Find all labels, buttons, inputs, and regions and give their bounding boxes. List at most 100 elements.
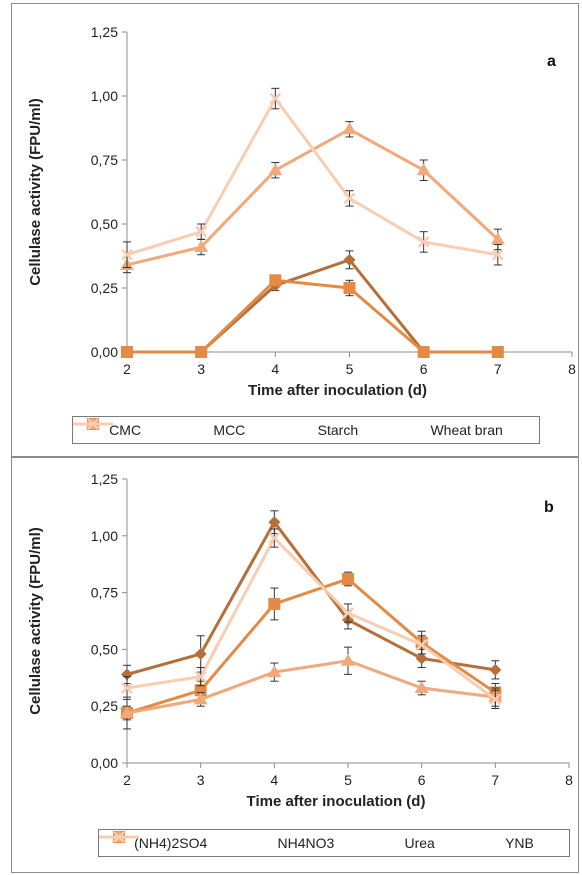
chart-b-y-tick-label: 0,00 bbox=[91, 755, 118, 771]
chart-a-legend-label: Wheat bran bbox=[430, 422, 503, 438]
chart-a-legend-item: MCC bbox=[73, 418, 246, 438]
chart-a-series-mcc bbox=[121, 274, 504, 358]
chart-b-series-nh4-2so4-line bbox=[126, 519, 496, 676]
chart-a-series-mcc-point bbox=[491, 346, 504, 358]
chart-a-series-wheat-bran-line bbox=[126, 95, 499, 257]
chart-b-series-ynb bbox=[121, 528, 502, 709]
chart-panel-a: 0,00 0,25 0,50 0,75 1,00 1,25 2 3 4 5 6 7 8 Time afte… bbox=[11, 3, 579, 457]
chart-a-series-cmc bbox=[121, 250, 504, 358]
chart-b-series-nh4-2so4-point bbox=[489, 663, 502, 676]
chart-b-legend-label: Urea bbox=[404, 835, 435, 851]
chart-b-series-ynb-point bbox=[194, 670, 207, 683]
chart-b-series-ynb-line bbox=[126, 535, 497, 701]
chart-b-series-urea-point bbox=[414, 681, 429, 694]
chart-b-series-ynb-point bbox=[415, 638, 428, 651]
chart-a-series-wheat-bran-point bbox=[343, 192, 356, 205]
chart-b-legend-label: YNB bbox=[505, 835, 534, 851]
chart-a-series-starch-point bbox=[342, 122, 357, 135]
chart-a-legend-label: MCC bbox=[213, 422, 246, 438]
chart-b-series-nh4-2so4-point bbox=[121, 668, 133, 681]
chart-a-series-wheat-bran-point bbox=[417, 236, 430, 248]
chart-b-y-tick-label: 1,25 bbox=[91, 471, 118, 487]
chart-a-series-starch-point bbox=[416, 163, 431, 176]
chart-b-legend-label: NH4NO3 bbox=[277, 835, 335, 851]
chart-b-legend-item: YNB bbox=[99, 831, 534, 851]
chart-a-plot: 0,00 0,25 0,50 0,75 1,00 1,25 2 3 4 5 6 7 8 Time afte… bbox=[27, 24, 576, 399]
chart-a-legend-item: CMC bbox=[73, 418, 142, 438]
chart-a-series-mcc-point bbox=[417, 346, 430, 358]
chart-b-panel-label: b bbox=[544, 499, 554, 516]
chart-a-series-wheat-bran-point bbox=[269, 92, 282, 105]
chart-b-legend-swatch bbox=[99, 831, 139, 843]
chart-b-series-urea-point bbox=[193, 692, 208, 705]
chart-a-legend-label: Starch bbox=[317, 422, 359, 438]
chart-b-x-axis-label: Time after inoculation (d) bbox=[247, 793, 426, 810]
chart-b-y-tick-label: 0,75 bbox=[91, 585, 118, 601]
chart-a-x-tick-label: 2 bbox=[123, 361, 131, 377]
chart-b-series-nh4no3 bbox=[121, 571, 502, 721]
chart-b-series-urea-point bbox=[267, 665, 282, 678]
chart-a-series-starch-point bbox=[194, 240, 209, 253]
chart-b-series-urea-point bbox=[120, 706, 134, 719]
chart-a-y-tick-label: 0,50 bbox=[91, 216, 118, 232]
chart-b-x-tick-label: 7 bbox=[491, 772, 499, 788]
chart-b-y-axis-label: Cellulase activity (FPU/ml) bbox=[27, 527, 44, 715]
chart-a-panel-label: a bbox=[547, 53, 556, 70]
chart-a-legend-item: Starch bbox=[73, 417, 359, 438]
chart-a-x-tick-label: 5 bbox=[346, 361, 354, 377]
chart-b-x-tick-label: 6 bbox=[418, 772, 426, 788]
chart-b-series-urea-line bbox=[126, 659, 496, 715]
chart-b-series-ynb-point bbox=[268, 532, 281, 544]
chart-b-x-tick-label: 5 bbox=[344, 772, 352, 788]
chart-b-series-urea bbox=[120, 646, 503, 730]
chart-a-series-mcc-point bbox=[343, 282, 356, 294]
chart-b-y-tick-label: 0,50 bbox=[91, 641, 118, 657]
chart-b-series-ynb-point bbox=[342, 607, 354, 619]
chart-a-series-starch-point bbox=[490, 232, 505, 245]
chart-b-series-nh4-2so4-point bbox=[194, 647, 207, 660]
chart-a-series-mcc-point bbox=[269, 274, 282, 287]
chart-a-y-axis-label: Cellulase activity (FPU/ml) bbox=[27, 98, 44, 286]
chart-a-legend-label: CMC bbox=[109, 422, 142, 438]
chart-b-legend: (NH4)2SO4 NH4NO3 Urea YNB bbox=[98, 829, 570, 857]
chart-a-x-tick-label: 4 bbox=[271, 361, 279, 377]
chart-b-series-nh4no3-line bbox=[126, 577, 497, 715]
chart-b-series-nh4-2so4-point bbox=[268, 516, 281, 529]
chart-b-legend-item: Urea bbox=[99, 830, 435, 851]
chart-b-series-nh4-2so4-point bbox=[415, 652, 428, 665]
chart-a-y-tick-label: 0,75 bbox=[91, 152, 118, 168]
chart-a-series-wheat-bran-point bbox=[491, 248, 504, 261]
chart-a-series-cmc-line bbox=[127, 258, 498, 354]
chart-b-legend-item: (NH4)2SO4 bbox=[99, 831, 208, 851]
chart-a-x-tick-label: 3 bbox=[197, 361, 205, 377]
chart-a-x-tick-label: 7 bbox=[494, 361, 502, 377]
chart-panel-b: 0,00 0,25 0,50 0,75 1,00 1,25 2 3 4 5 6 7 8 Time afte… bbox=[11, 457, 579, 873]
chart-a-legend-swatch bbox=[73, 418, 113, 430]
chart-b-series-nh4no3-point bbox=[268, 597, 281, 610]
chart-a-legend-item: Wheat bran bbox=[73, 418, 503, 438]
chart-a-x-tick-label: 6 bbox=[420, 361, 428, 377]
chart-b-series-urea-point bbox=[341, 653, 355, 666]
chart-a-legend: CMC MCC Starch Wheat bran bbox=[72, 416, 540, 444]
chart-b-y-tick-label: 0,25 bbox=[91, 698, 118, 714]
chart-b-x-tick-label: 2 bbox=[123, 772, 131, 788]
chart-b-series-ynb-point bbox=[121, 682, 133, 694]
chart-a-y-tick-label: 0,00 bbox=[91, 344, 118, 360]
chart-b-legend-item: NH4NO3 bbox=[99, 831, 335, 851]
chart-a-x-tick-label: 8 bbox=[568, 361, 576, 377]
chart-b-series-ynb-point bbox=[489, 693, 502, 706]
chart-b-series-nh4no3-point bbox=[342, 572, 354, 585]
chart-b-x-tick-label: 4 bbox=[270, 772, 278, 788]
chart-a-y-tick-label: 0,25 bbox=[91, 280, 118, 296]
chart-b-x-tick-label: 3 bbox=[197, 772, 205, 788]
chart-b-series-nh4no3-point bbox=[194, 684, 207, 697]
chart-a-series-wheat-bran bbox=[121, 87, 504, 269]
chart-a-series-starch-point bbox=[268, 163, 283, 176]
chart-a-series-wheat-bran-point bbox=[121, 248, 133, 261]
chart-a-y-tick-label: 1,25 bbox=[91, 24, 118, 40]
chart-a-x-axis-label: Time after inoculation (d) bbox=[248, 382, 427, 399]
chart-b-x-tick-label: 8 bbox=[565, 772, 573, 788]
chart-b-plot: 0,00 0,25 0,50 0,75 1,00 1,25 2 3 4 5 6 7 8 Time afte… bbox=[27, 471, 573, 810]
chart-a-series-mcc-line bbox=[127, 278, 498, 354]
chart-b-legend-label: (NH4)2SO4 bbox=[134, 835, 208, 851]
